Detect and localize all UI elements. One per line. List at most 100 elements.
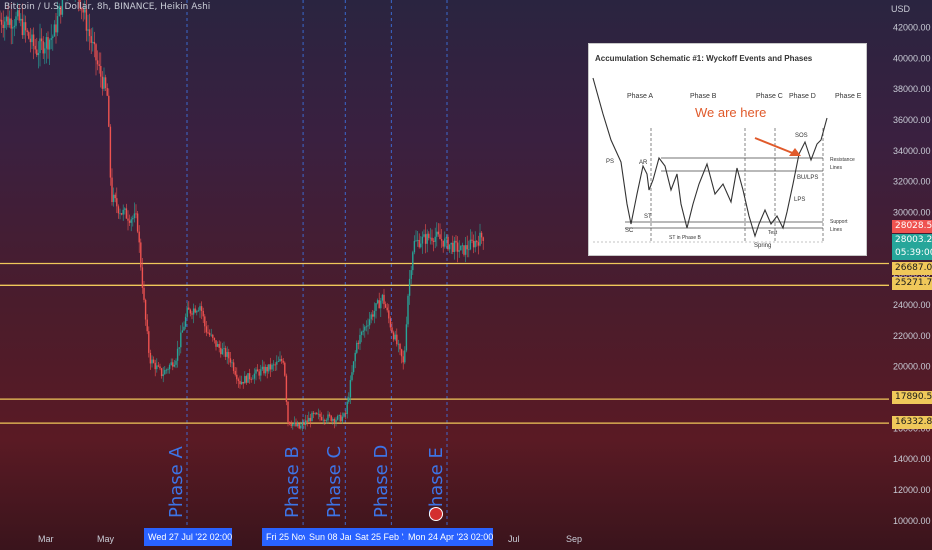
candle-body <box>352 361 355 373</box>
candle-body <box>471 239 473 241</box>
candle-body <box>367 325 369 327</box>
candle-body <box>208 332 211 336</box>
candle-body <box>402 356 404 363</box>
event-test: Test <box>768 230 778 236</box>
us-flag-event-icon[interactable] <box>429 507 443 521</box>
candle-body <box>456 242 459 252</box>
candle-body <box>82 9 84 13</box>
countdown-badge: 05:39:00 <box>892 247 932 260</box>
we-are-here-callout: We are here <box>695 105 767 120</box>
candle-body <box>396 334 398 345</box>
event-st-phase-b: ST in Phase B <box>669 235 701 241</box>
candle-body <box>424 234 427 244</box>
candle-body <box>292 423 294 426</box>
candle-body <box>300 425 302 429</box>
candle-body <box>122 209 124 215</box>
candle-body <box>444 238 446 247</box>
candle-body <box>408 278 411 296</box>
candle-body <box>466 245 468 250</box>
candle-body <box>167 369 169 371</box>
candle-body <box>152 359 155 363</box>
candle-body <box>312 412 315 414</box>
candle-body <box>410 270 412 279</box>
event-st: ST <box>644 214 652 220</box>
candle-body <box>172 362 174 367</box>
candle-body <box>160 368 163 377</box>
event-lps: LPS <box>794 197 806 203</box>
candle-body <box>159 366 161 369</box>
candle-body <box>212 334 214 338</box>
candle-body <box>314 412 316 414</box>
candle-body <box>439 234 441 240</box>
candle-body <box>418 239 420 248</box>
candle-body <box>399 343 401 350</box>
candle-body <box>354 352 356 362</box>
candle-body <box>114 194 116 199</box>
last-price-badge: 28003.25 <box>892 234 932 247</box>
candle-body <box>234 370 236 375</box>
chart-title: Bitcoin / U.S. Dollar, 8h, BINANCE, Heik… <box>4 2 211 12</box>
candle-body <box>56 16 59 33</box>
candle-body <box>5 16 8 22</box>
candle-body <box>224 348 227 357</box>
candle-body <box>426 233 428 244</box>
candle-body <box>95 44 97 61</box>
candle-body <box>133 213 136 219</box>
candle-body <box>138 231 140 243</box>
candle-body <box>175 360 177 365</box>
candle-body <box>285 375 288 402</box>
event-bu-lps: BU/LPS <box>797 175 819 181</box>
candle-body <box>216 344 219 347</box>
candle-body <box>109 126 112 178</box>
candle-body <box>181 330 184 333</box>
candle-body <box>468 249 470 251</box>
candle-body <box>343 413 345 417</box>
candle-body <box>476 240 478 243</box>
candle-body <box>469 239 472 250</box>
candle-body <box>164 370 166 375</box>
candle-body <box>40 38 43 42</box>
candle-body <box>458 250 460 252</box>
candle-body <box>42 41 44 54</box>
candle-body <box>346 401 348 414</box>
candle-body <box>268 364 270 372</box>
candle-body <box>136 213 139 232</box>
candle-body <box>479 232 481 246</box>
candle-body <box>101 76 104 89</box>
candle-body <box>256 369 259 372</box>
candle-body <box>48 39 51 50</box>
candle-body <box>47 37 49 50</box>
candle-body <box>189 309 192 314</box>
candle-body <box>258 371 260 376</box>
month-label-mar: Mar <box>38 534 54 544</box>
candle-body <box>274 364 276 366</box>
candle-body <box>255 369 257 374</box>
candle-body <box>196 310 198 313</box>
candle-body <box>111 177 113 202</box>
candle-body <box>92 41 94 43</box>
candle-body <box>237 379 240 381</box>
candle-body <box>116 198 118 207</box>
candle-body <box>319 413 321 417</box>
candle-body <box>7 16 9 25</box>
candle-body <box>232 362 235 371</box>
candle-body <box>21 18 24 36</box>
candle-body <box>288 421 291 425</box>
candle-body <box>191 313 193 315</box>
candle-body <box>130 219 132 223</box>
date-tag-apr23: Mon 24 Apr '23 02:00 <box>404 528 493 546</box>
candle-body <box>125 208 128 219</box>
candle-body <box>96 60 99 65</box>
candle-body <box>308 417 310 422</box>
candle-body <box>112 194 115 202</box>
candle-body <box>242 381 244 384</box>
level-badge-1: 26687.00 <box>892 262 932 275</box>
candle-body <box>264 366 267 374</box>
candle-body <box>365 326 368 328</box>
candle-body <box>36 49 38 56</box>
candle-body <box>10 18 12 29</box>
candle-body <box>340 415 342 422</box>
inset-phase-a: Phase A <box>627 93 654 100</box>
candle-body <box>296 424 299 427</box>
